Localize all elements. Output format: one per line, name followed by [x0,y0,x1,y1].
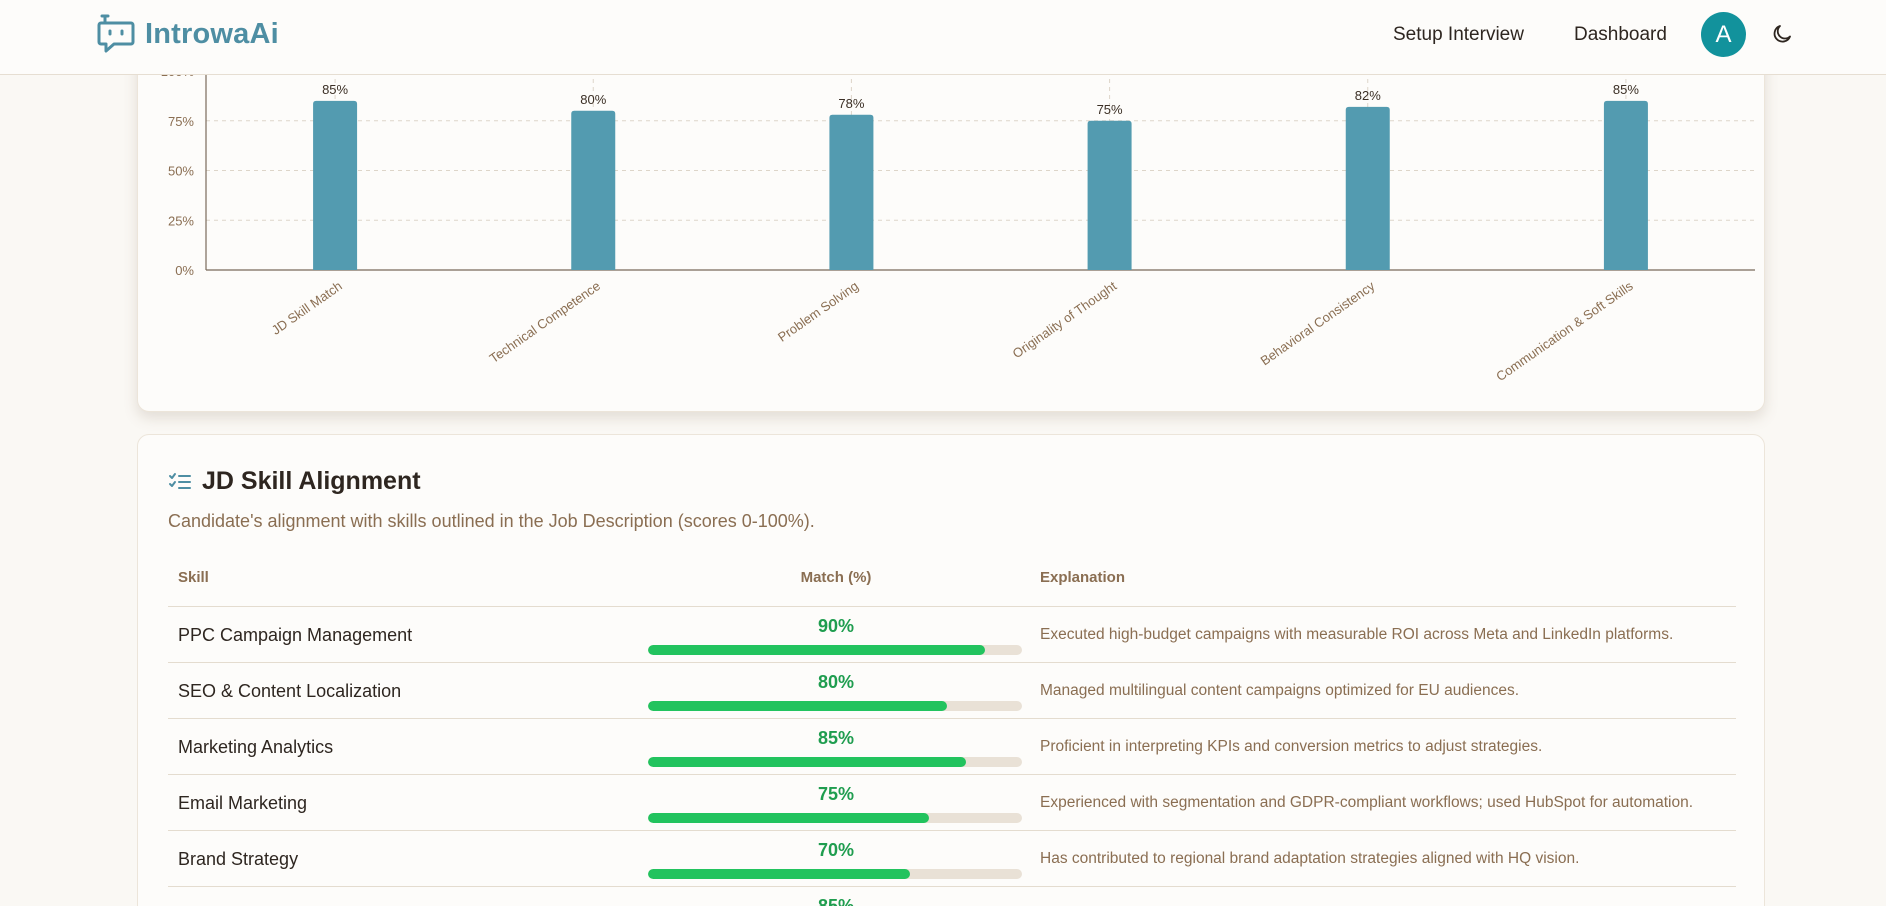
table-row: 85% [168,887,1736,906]
brand-name: IntrowaAi [145,17,279,50]
chart-bar [829,114,874,270]
bar-value-label: 78% [838,96,864,111]
table-row: Brand Strategy 70% Has contributed to regi… [168,831,1736,887]
chart-bar [1345,106,1390,270]
chart-bar [1087,120,1132,270]
match-progress-bar [648,813,1022,823]
x-tick-label: Communication & Soft Skills [1493,278,1636,384]
card-title: JD Skill Alignment [202,467,421,495]
nav-setup-interview[interactable]: Setup Interview [1393,24,1524,45]
robot-chat-icon [97,14,135,53]
table-body: PPC Campaign Management 90% Executed high-… [168,607,1736,906]
y-tick-label: 75% [168,114,194,129]
y-tick-label: 50% [168,164,194,179]
table-row: SEO & Content Localization 80% Managed mul… [168,663,1736,719]
table-row: Email Marketing 75% Experienced with segme… [168,775,1736,831]
match-progress-fill [648,645,985,655]
y-tick-label: 25% [168,213,194,228]
skill-explanation: Managed multilingual content campaigns o… [1040,682,1520,699]
match-progress-fill [648,869,910,879]
table-header: Skill Match (%) Explanation [168,553,1736,607]
x-tick-label: Problem Solving [775,278,861,345]
match-percent: 70% [817,840,855,860]
match-percent: 85% [817,728,855,748]
skill-name: Brand Strategy [178,849,299,869]
chart-bar [571,110,616,270]
match-progress-bar [648,645,1022,655]
match-progress-fill [648,701,948,711]
column-header-skill: Skill [178,569,209,586]
chart-bar [1603,100,1648,270]
match-percent: 90% [817,616,855,636]
performance-chart-card: 0%25%50%75%100%85%JD Skill Match80%Techn… [137,40,1765,412]
bar-value-label: 75% [1097,102,1123,117]
match-percent: 85% [817,896,855,906]
x-tick-label: JD Skill Match [269,278,345,338]
bar-value-label: 85% [322,82,348,97]
checklist-icon [169,472,191,489]
skill-name: PPC Campaign Management [178,625,413,645]
bar-value-label: 82% [1355,88,1381,103]
skills-table: Skill Match (%) Explanation PPC Campaign… [168,553,1736,906]
match-progress-bar [648,701,1022,711]
match-percent: 80% [817,672,855,692]
performance-bar-chart: 0%25%50%75%100%85%JD Skill Match80%Techn… [161,61,1755,384]
table-row: Marketing Analytics 85% Proficient in inte… [168,719,1736,775]
bar-value-label: 85% [1613,82,1639,97]
match-progress-fill [648,813,929,823]
match-progress-bar [648,869,1022,879]
y-tick-label: 0% [175,263,194,278]
table-row: PPC Campaign Management 90% Executed high-… [168,607,1736,663]
skill-explanation: Proficient in interpreting KPIs and conv… [1040,738,1543,755]
match-progress-fill [648,757,966,767]
match-progress-bar [648,757,1022,767]
chart-bar [313,100,358,270]
skill-explanation: Executed high-budget campaigns with meas… [1040,626,1674,643]
skill-name: Marketing Analytics [178,737,334,757]
card-header: JD Skill Alignment [168,467,421,496]
column-header-match: Match (%) [800,569,872,586]
bar-value-label: 80% [580,92,606,107]
column-header-explanation: Explanation [1040,569,1126,586]
skill-explanation: Has contributed to regional brand adapta… [1040,850,1580,867]
card-subtitle: Candidate's alignment with skills outlin… [168,511,815,531]
avatar[interactable]: A [1701,12,1746,57]
moon-icon[interactable] [1770,22,1794,46]
x-tick-label: Technical Competence [487,278,603,366]
match-percent: 75% [817,784,855,804]
brand-logo[interactable]: IntrowaAi [97,14,279,54]
nav-dashboard[interactable]: Dashboard [1574,24,1667,45]
skill-name: SEO & Content Localization [178,681,402,701]
x-tick-label: Originality of Thought [1010,278,1120,361]
top-header: IntrowaAi Setup Interview Dashboard A [0,0,1886,75]
jd-skill-alignment-card: JD Skill Alignment Candidate's alignment… [137,434,1765,906]
skill-name: Email Marketing [178,793,308,813]
skill-explanation: Experienced with segmentation and GDPR-c… [1040,794,1694,811]
avatar-initial: A [1715,20,1732,48]
x-tick-label: Behavioral Consistency [1258,278,1378,368]
